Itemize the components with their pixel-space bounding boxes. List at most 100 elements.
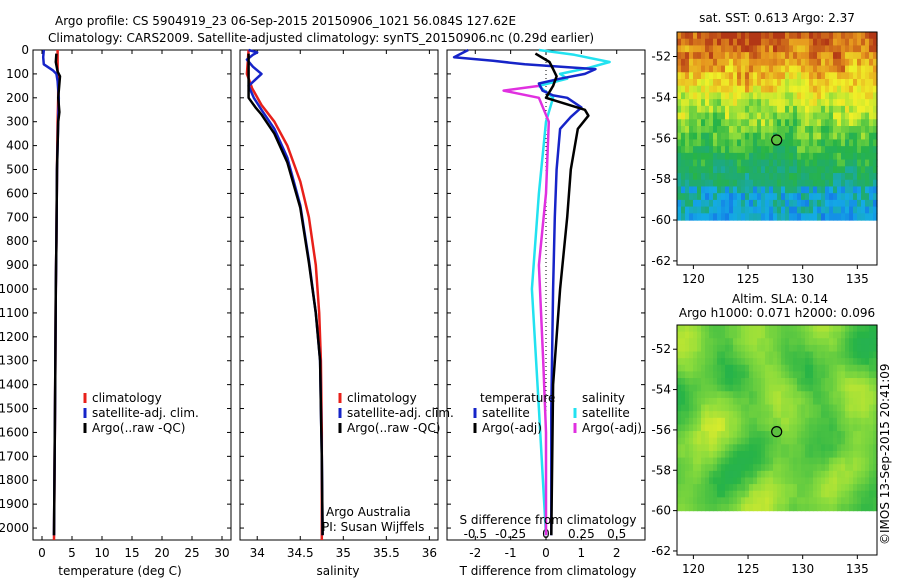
sla_map-cell [801, 397, 806, 406]
sst_map-cell [729, 159, 734, 167]
sst_map-cell [813, 85, 818, 94]
sst_map-cell [741, 85, 746, 94]
sst_map-cell [861, 119, 866, 127]
sla_map-cell [745, 358, 750, 366]
sla_map-cell [697, 358, 702, 366]
sla_map-cell [873, 338, 878, 346]
sst_map-cell [845, 206, 850, 214]
sla_map-cell [765, 464, 770, 472]
sla_map-cell [745, 397, 750, 406]
sst_map-cell [829, 193, 834, 201]
sst_map-cell [833, 193, 838, 201]
sst_map-cell [717, 199, 722, 208]
sst_map-cell [741, 139, 746, 147]
sla_map-cell [797, 411, 802, 419]
sla_map-cell [785, 364, 790, 372]
sst_map-cell [857, 193, 862, 201]
sst_map-cell [717, 38, 722, 47]
sst_map-cell [825, 58, 830, 67]
sst_map-argo-marker [771, 134, 783, 146]
sla_map-cell [801, 378, 806, 386]
sst_map-cell [717, 105, 722, 114]
sla_map-cell [821, 450, 826, 459]
sst_map-cell [773, 99, 778, 107]
sla_map-cell [873, 424, 878, 432]
sst_map-cell [865, 152, 870, 161]
sst_map-cell [837, 45, 842, 53]
sla_map-cell [713, 470, 718, 479]
sst_map-cell [745, 213, 750, 221]
sla_map-cell [685, 384, 690, 392]
sla_map-cell [701, 358, 706, 366]
sst_map-cell [689, 72, 694, 80]
sla_map-cell [729, 344, 734, 353]
sst_map-cell [745, 186, 750, 194]
sla_map-cell [729, 358, 734, 366]
sla_map-cell [841, 364, 846, 372]
sla_map-cell [745, 477, 750, 485]
sla_map-cell [749, 331, 754, 339]
sst_map-cell [761, 65, 766, 73]
sst_map-cell [709, 72, 714, 80]
sst_map-cell [701, 213, 706, 221]
sla_map-cell [709, 457, 714, 465]
sla_map-cell [677, 464, 682, 472]
sst_map-cell [685, 92, 690, 100]
sla_map-cell [849, 358, 854, 366]
sst_map-cell [713, 79, 718, 87]
sla_map-cell [765, 417, 770, 426]
sst_map-cell [841, 206, 846, 214]
sla_map-xtick-label: 120 [682, 562, 705, 576]
sla_map-cell [777, 470, 782, 479]
sst_map-cell [753, 152, 758, 161]
sst_map-cell [841, 193, 846, 201]
sla_map-cell [781, 384, 786, 392]
sst_map-cell [705, 38, 710, 47]
sla_map-cell [693, 344, 698, 353]
sst_map-cell [833, 146, 838, 154]
sst_map-cell [845, 152, 850, 161]
sla_map-cell [785, 397, 790, 406]
sst_map-cell [741, 92, 746, 100]
sla_map-cell [845, 325, 850, 333]
sla_map-cell [809, 431, 814, 439]
sla_map-cell [829, 331, 834, 339]
sst_map-cell [769, 166, 774, 174]
sla_map-cell [801, 424, 806, 432]
sst_map-cell [733, 146, 738, 154]
sla_map-cell [853, 397, 858, 406]
sst_map-cell [761, 105, 766, 114]
sla_map-cell [769, 464, 774, 472]
sst_map-cell [681, 139, 686, 147]
sst_map-cell [873, 105, 878, 114]
sla_map-cell [721, 503, 726, 512]
sst_map-cell [841, 126, 846, 134]
sla_map-cell [709, 371, 714, 379]
sst_map-cell [677, 38, 682, 47]
sst_map-cell [841, 159, 846, 167]
sst_map-cell [817, 199, 822, 208]
sst_map-cell [677, 152, 682, 161]
sst_map-cell [821, 166, 826, 174]
temperature-ytick-label: 1900 [0, 497, 29, 511]
sst_map-cell [701, 105, 706, 114]
sla_map-cell [781, 344, 786, 353]
sst_map-cell [757, 112, 762, 120]
sst_map-cell [765, 179, 770, 188]
sla_map-cell [721, 384, 726, 392]
sla_map-cell [821, 464, 826, 472]
sla_map-cell [853, 358, 858, 366]
temperature-xtick-label: 20 [154, 546, 169, 560]
sla_map-cell [757, 477, 762, 485]
sla_map-cell [769, 477, 774, 485]
sst_map-cell [865, 213, 870, 221]
sst_map-cell [821, 58, 826, 67]
sst_map-cell [709, 206, 714, 214]
sst_map-cell [793, 58, 798, 67]
sst_map-cell [841, 112, 846, 120]
sla_map-cell [817, 364, 822, 372]
sst_map-cell [733, 206, 738, 214]
sla_map-cell [785, 411, 790, 419]
sla_map-cell [733, 378, 738, 386]
temperature-ytick-label: 1200 [0, 330, 29, 344]
